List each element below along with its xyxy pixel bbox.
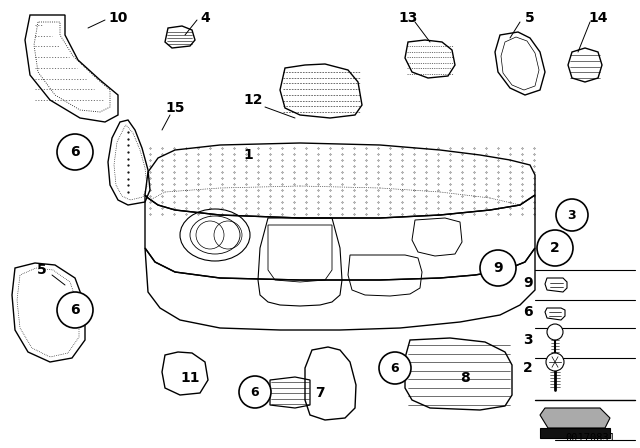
Text: 3: 3 xyxy=(524,333,533,347)
Circle shape xyxy=(57,292,93,328)
Text: 12: 12 xyxy=(243,93,263,107)
Text: 5: 5 xyxy=(525,11,535,25)
Text: 1: 1 xyxy=(243,148,253,162)
Text: 6: 6 xyxy=(390,362,399,375)
Text: 4: 4 xyxy=(200,11,210,25)
Text: 6: 6 xyxy=(251,385,259,399)
Text: 11: 11 xyxy=(180,371,200,385)
Circle shape xyxy=(546,353,564,371)
Text: 00170831: 00170831 xyxy=(565,433,615,443)
Circle shape xyxy=(547,324,563,340)
Text: 5: 5 xyxy=(37,263,47,277)
Text: 9: 9 xyxy=(524,276,533,290)
Circle shape xyxy=(57,134,93,170)
Circle shape xyxy=(537,230,573,266)
Text: 8: 8 xyxy=(460,371,470,385)
Circle shape xyxy=(556,199,588,231)
Text: 15: 15 xyxy=(165,101,185,115)
Text: 6: 6 xyxy=(70,145,80,159)
Polygon shape xyxy=(540,428,610,438)
Text: 13: 13 xyxy=(398,11,418,25)
Circle shape xyxy=(480,250,516,286)
Circle shape xyxy=(379,352,411,384)
Text: 2: 2 xyxy=(524,361,533,375)
Text: 7: 7 xyxy=(315,386,325,400)
Polygon shape xyxy=(540,408,610,428)
Text: 2: 2 xyxy=(550,241,560,255)
Circle shape xyxy=(239,376,271,408)
Text: 6: 6 xyxy=(70,303,80,317)
Text: 10: 10 xyxy=(108,11,128,25)
Text: 6: 6 xyxy=(524,305,533,319)
Text: 14: 14 xyxy=(588,11,608,25)
Text: 9: 9 xyxy=(493,261,503,275)
Text: 3: 3 xyxy=(568,208,576,221)
